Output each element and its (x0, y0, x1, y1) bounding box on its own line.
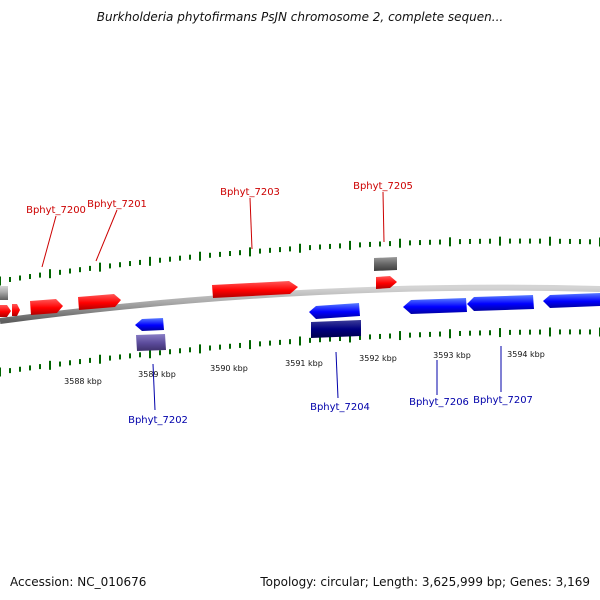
ruler-label: 3590 kbp (210, 364, 248, 373)
gene-label-bphyt-7200[interactable]: Bphyt_7200 (26, 205, 86, 216)
gene-label-bphyt-7203[interactable]: Bphyt_7203 (220, 187, 280, 198)
gene-arrow[interactable] (374, 257, 397, 271)
gene-leader-line (335, 351, 339, 399)
forward-strand-genes (0, 257, 397, 317)
gene-label-bphyt-7206[interactable]: Bphyt_7206 (409, 397, 469, 408)
gene-arrow[interactable] (212, 281, 298, 298)
gene-arrow[interactable] (311, 320, 361, 338)
accession-text: Accession: NC_010676 (10, 575, 147, 589)
gene-leader-line (382, 191, 385, 243)
ruler-label: 3588 kbp (64, 377, 102, 386)
gene-leader-line (249, 197, 253, 250)
gene-arrow[interactable] (0, 305, 11, 317)
gene-label-bphyt-7205[interactable]: Bphyt_7205 (353, 181, 413, 192)
gene-leader-line (41, 215, 57, 268)
reverse-strand-genes (135, 293, 600, 351)
gene-arrow[interactable] (78, 294, 121, 310)
topology-summary-text: Topology: circular; Length: 3,625,999 bp… (260, 575, 590, 589)
ruler-label: 3593 kbp (433, 351, 471, 360)
ruler-label: 3592 kbp (359, 354, 397, 363)
ruler-label: 3591 kbp (285, 359, 323, 368)
gene-label-bphyt-7202[interactable]: Bphyt_7202 (128, 415, 188, 426)
kbp-ruler-labels: 3588 kbp 3589 kbp 3590 kbp 3591 kbp 3592… (64, 350, 545, 386)
gene-arrow[interactable] (467, 295, 534, 311)
gene-arrow[interactable] (376, 276, 397, 289)
ruler-label: 3594 kbp (507, 350, 545, 359)
forward-tick-track (0, 236, 600, 286)
gene-arrow[interactable] (403, 298, 467, 314)
gene-arrow[interactable] (136, 334, 166, 351)
gene-arrow[interactable] (543, 293, 600, 308)
gene-arrow[interactable] (30, 299, 63, 315)
gene-label-bphyt-7207[interactable]: Bphyt_7207 (473, 395, 533, 406)
gene-leader-line (152, 363, 156, 411)
chromosome-backbone (0, 284, 600, 324)
gene-label-bphyt-7201[interactable]: Bphyt_7201 (87, 199, 147, 210)
reverse-labels: Bphyt_7202 Bphyt_7204 Bphyt_7206 Bphyt_7… (128, 346, 533, 426)
gene-label-bphyt-7204[interactable]: Bphyt_7204 (310, 402, 370, 413)
gene-arrow[interactable] (135, 318, 164, 331)
gene-arrow[interactable] (309, 303, 360, 319)
forward-labels: Bphyt_7200 Bphyt_7201 Bphyt_7203 Bphyt_7… (26, 181, 413, 268)
map-title: Burkholderia phytofirmans PsJN chromosom… (96, 10, 504, 24)
gene-arrow[interactable] (0, 286, 8, 300)
gene-leader-line (95, 209, 118, 262)
ruler-label: 3589 kbp (138, 370, 176, 379)
gene-arrow[interactable] (12, 304, 20, 316)
